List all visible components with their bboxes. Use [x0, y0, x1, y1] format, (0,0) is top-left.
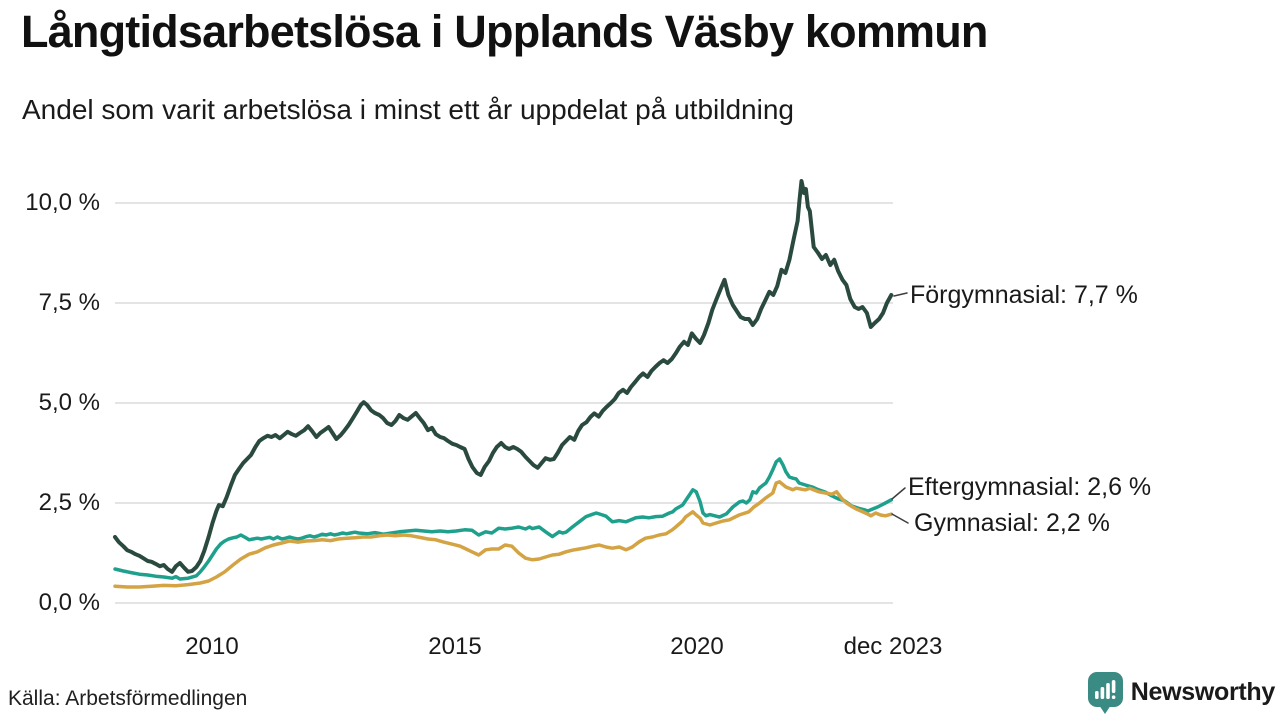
y-tick-5: 5,0 %	[38, 389, 100, 416]
x-tick-2010: 2010	[185, 633, 239, 660]
label-connectors	[891, 292, 909, 524]
newsworthy-branding: Newsworthy	[1087, 671, 1275, 714]
newsworthy-logo-icon	[1087, 671, 1124, 714]
y-tick-0: 0,0 %	[38, 589, 100, 616]
x-tick-dec-2023: dec 2023	[843, 633, 943, 660]
page-title: Långtidsarbetslösa i Upplands Väsby komm…	[21, 6, 988, 57]
series-label-gymnasial: Gymnasial: 2,2 %	[914, 509, 1110, 537]
newsworthy-wordmark: Newsworthy	[1130, 678, 1276, 706]
series-line-eftergymnasial	[113, 457, 894, 581]
y-gridlines	[115, 202, 893, 604]
series-line-gymnasial	[113, 480, 894, 589]
y-tick-10: 10,0 %	[25, 189, 100, 216]
y-tick-2-5: 2,5 %	[38, 489, 100, 516]
x-tick-2020: 2020	[670, 633, 724, 660]
connector-gymnasial	[891, 513, 909, 524]
series-label-forgymnasial: Förgymnasial: 7,7 %	[910, 281, 1138, 309]
series-lines	[113, 179, 894, 589]
connector-eftergymnasial	[891, 487, 906, 500]
y-tick-7-5: 7,5 %	[38, 289, 100, 316]
series-label-eftergymnasial: Eftergymnasial: 2,6 %	[908, 473, 1152, 501]
x-tick-2015: 2015	[428, 633, 482, 660]
source-caption: Källa: Arbetsförmedlingen	[8, 687, 248, 710]
page-subtitle: Andel som varit arbetslösa i minst ett å…	[22, 94, 794, 125]
connector-forgymnasial	[893, 292, 908, 297]
series-line-forgymnasial	[113, 179, 894, 574]
